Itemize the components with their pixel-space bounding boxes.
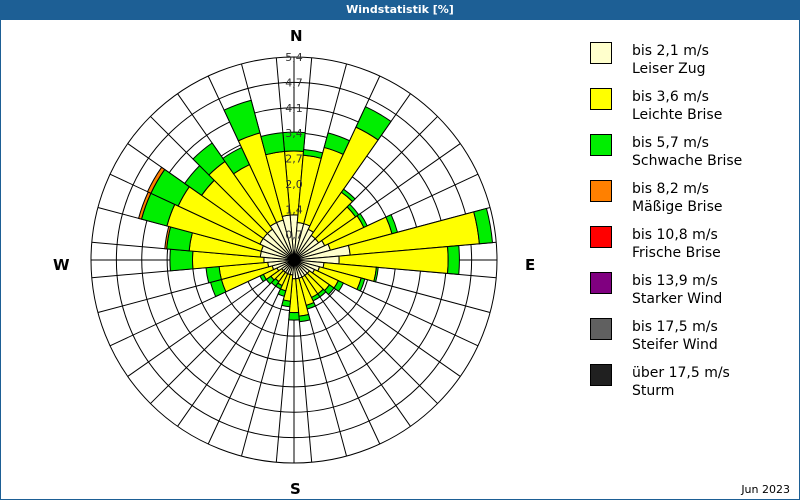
legend-speed: bis 13,9 m/s — [632, 273, 718, 289]
legend-speed: bis 10,8 m/s — [632, 227, 718, 243]
compass-west-label: W — [53, 256, 70, 274]
legend-swatch — [590, 364, 612, 386]
legend-speed: bis 5,7 m/s — [632, 135, 709, 151]
legend-swatch — [590, 180, 612, 202]
legend-name: Frische Brise — [632, 245, 721, 261]
svg-text:5,4: 5,4 — [285, 51, 303, 64]
compass-east-label: E — [525, 256, 536, 274]
legend-swatch — [590, 226, 612, 248]
legend-name: Sturm — [632, 383, 675, 399]
legend-name: Mäßige Brise — [632, 199, 723, 215]
chart-title: Windstatistik [%] — [0, 0, 800, 20]
svg-text:2,0: 2,0 — [285, 178, 303, 191]
wind-rose-chart: 0,7 1,4 2,0 2,7 3,4 4,1 4,7 5,4 — [90, 51, 498, 464]
svg-text:1,4: 1,4 — [285, 203, 303, 216]
legend-name: Leiser Zug — [632, 61, 706, 77]
legend-speed: bis 3,6 m/s — [632, 89, 709, 105]
date-label: Jun 2023 — [741, 483, 790, 496]
svg-text:3,4: 3,4 — [285, 127, 303, 140]
svg-text:4,1: 4,1 — [285, 102, 303, 115]
legend-swatch — [590, 88, 612, 110]
legend-name: Steifer Wind — [632, 337, 718, 353]
legend-name: Schwache Brise — [632, 153, 743, 169]
legend-swatch — [590, 134, 612, 156]
legend-name: Leichte Brise — [632, 107, 723, 123]
legend-swatch — [590, 318, 612, 340]
svg-text:4,7: 4,7 — [285, 76, 303, 89]
compass-north-label: N — [290, 27, 303, 45]
legend-speed: bis 2,1 m/s — [632, 43, 709, 59]
legend-swatch — [590, 42, 612, 64]
svg-text:2,7: 2,7 — [285, 153, 303, 166]
legend-speed: bis 8,2 m/s — [632, 181, 709, 197]
legend-speed: über 17,5 m/s — [632, 365, 730, 381]
legend-speed: bis 17,5 m/s — [632, 319, 718, 335]
compass-south-label: S — [290, 480, 301, 498]
legend-name: Starker Wind — [632, 291, 723, 307]
svg-text:0,7: 0,7 — [285, 229, 303, 242]
legend-swatch — [590, 272, 612, 294]
